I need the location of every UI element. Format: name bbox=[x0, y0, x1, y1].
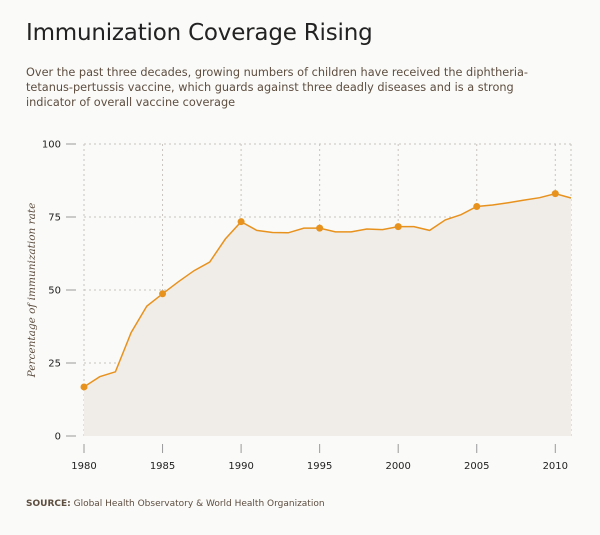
chart-subtitle: Over the past three decades, growing num… bbox=[26, 66, 528, 109]
data-point-marker bbox=[394, 223, 402, 231]
data-point-marker bbox=[80, 383, 88, 391]
x-tick-label: 1985 bbox=[150, 461, 175, 472]
source-label: SOURCE: bbox=[26, 499, 71, 509]
y-tick-label: 50 bbox=[48, 286, 61, 297]
data-point-marker bbox=[159, 290, 167, 298]
chart-title: Immunization Coverage Rising bbox=[26, 20, 373, 46]
x-tick-label: 1995 bbox=[307, 461, 332, 472]
x-tick-label: 1990 bbox=[228, 461, 253, 472]
data-point-marker bbox=[473, 202, 481, 210]
y-tick-label: 75 bbox=[48, 213, 61, 224]
markers bbox=[80, 190, 559, 391]
x-tick-label: 2000 bbox=[385, 461, 410, 472]
y-tick-label: 0 bbox=[55, 432, 61, 443]
y-tick-label: 100 bbox=[42, 140, 61, 151]
data-point-marker bbox=[316, 224, 324, 232]
x-axis: 1980 1985 1990 1995 2000 2005 2010 bbox=[71, 444, 568, 472]
x-tick-label: 2005 bbox=[464, 461, 489, 472]
y-axis: 0 25 50 75 100 bbox=[42, 140, 76, 443]
area-fill bbox=[84, 193, 571, 436]
x-tick-label: 2010 bbox=[543, 461, 568, 472]
source-note: SOURCE: Global Health Observatory & Worl… bbox=[26, 499, 325, 509]
x-tick-label: 1980 bbox=[71, 461, 96, 472]
y-axis-label: Percentage of immunization rate bbox=[26, 203, 38, 379]
data-point-marker bbox=[237, 218, 245, 226]
source-text: Global Health Observatory & World Health… bbox=[70, 499, 325, 509]
y-tick-label: 25 bbox=[48, 359, 61, 370]
data-point-marker bbox=[551, 190, 559, 198]
